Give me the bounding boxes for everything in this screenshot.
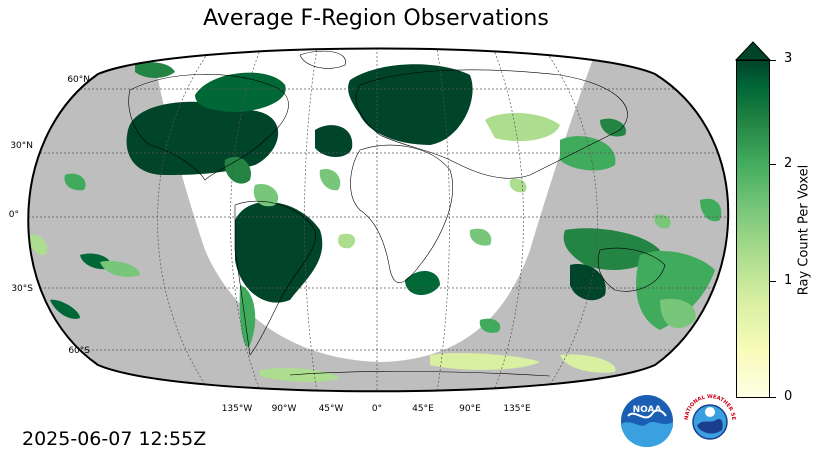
lon-label-0: 0° (371, 404, 383, 414)
nws-logo-icon: NATIONAL WEATHER SERVICE (680, 390, 739, 449)
lon-label-45w: 45°W (318, 404, 344, 414)
colorbar-label: Ray Count Per Voxel (796, 164, 812, 296)
colorbar-tick-3 (770, 60, 776, 61)
colorbar-extend-arrow (735, 41, 771, 61)
colorbar-tick-0 (770, 397, 776, 398)
coastlines (128, 50, 666, 377)
lon-label-45e: 45°E (412, 404, 434, 414)
colorbar (736, 60, 770, 398)
noaa-logo-icon: NOAA (621, 395, 673, 447)
lat-label-30n: 30°N (10, 141, 33, 151)
colorbar-ticklabel-3: 3 (784, 51, 793, 66)
lon-label-135e: 135°E (503, 404, 531, 414)
timestamp: 2025-06-07 12:55Z (22, 428, 207, 450)
colorbar-ticklabel-1: 1 (784, 273, 793, 288)
colorbar-ticklabel-2: 2 (784, 156, 793, 171)
lon-label-90w: 90°W (271, 404, 297, 414)
graticule (28, 48, 729, 392)
lon-label-135w: 135°W (221, 404, 253, 414)
map-frame (27, 47, 730, 393)
lat-label-60s: 60°S (68, 346, 90, 356)
map-title: Average F-Region Observations (203, 6, 549, 31)
lat-label-60n: 60°N (67, 75, 90, 85)
noaa-logo-text: NOAA (633, 405, 662, 415)
colorbar-tick-2 (770, 164, 776, 165)
lat-label-0: 0° (8, 210, 19, 220)
colorbar-ticklabel-0: 0 (784, 389, 793, 404)
colorbar-tick-1 (770, 281, 776, 282)
lat-label-30s: 30°S (11, 284, 33, 294)
lon-label-90e: 90°E (459, 404, 481, 414)
